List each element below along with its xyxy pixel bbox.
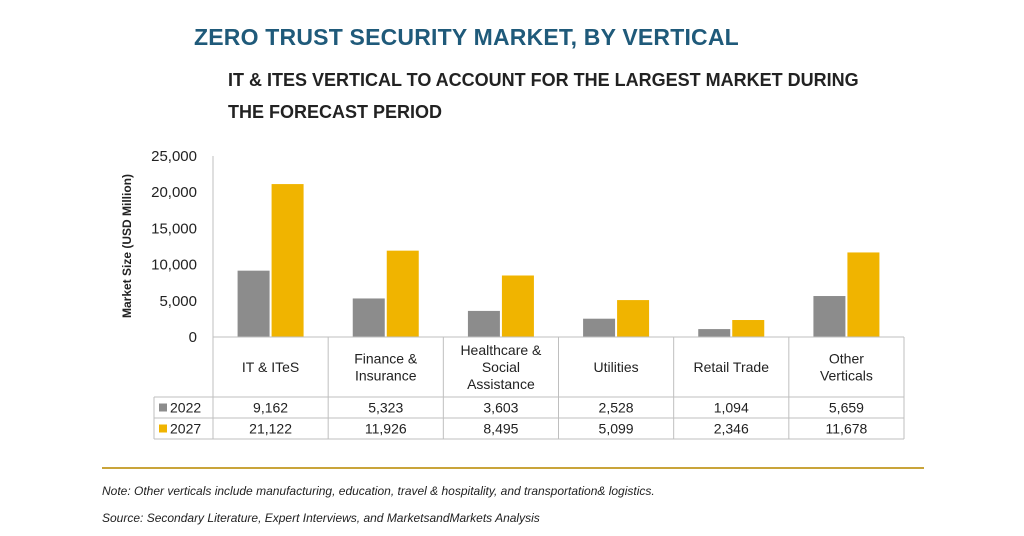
category-label: Healthcare & [460,342,542,358]
footnote: Note: Other verticals include manufactur… [102,484,655,498]
data-cell-2027: 11,926 [365,421,407,437]
bar-2022 [467,310,500,337]
y-tick-label: 15,000 [151,220,197,237]
source-note: Source: Secondary Literature, Expert Int… [102,511,540,525]
data-cell-2027: 8,495 [483,421,518,437]
chart-subtitle: IT & ITES VERTICAL TO ACCOUNT FOR THE LA… [228,70,859,122]
y-tick-label: 0 [189,329,197,346]
bar-2022 [352,298,385,337]
category-label: Social [482,359,520,375]
category-label: Utilities [594,359,639,375]
data-cell-2022: 3,603 [483,400,518,416]
data-cell-2022: 1,094 [714,400,749,416]
bar-2022 [583,318,616,337]
bar-2027 [386,250,419,337]
data-cell-2027: 2,346 [714,421,749,437]
bar-2027 [732,320,765,337]
legend-label-2022: 2022 [170,400,201,416]
legend-swatch-2022 [159,403,167,412]
category-label: Assistance [467,376,535,392]
category-label: IT & ITeS [242,359,299,375]
bar-2022 [813,296,846,337]
legend-label-2027: 2027 [170,421,201,437]
data-cell-2022: 2,528 [599,400,634,416]
y-tick-label: 10,000 [151,257,197,274]
category-label: Verticals [820,368,873,384]
y-axis-label: Market Size (USD Million) [120,174,134,318]
y-tick-label: 5,000 [159,293,197,310]
category-label: Other [829,351,864,367]
data-cell-2027: 11,678 [826,421,868,437]
data-cell-2027: 21,122 [249,421,292,437]
data-cell-2027: 5,099 [599,421,634,437]
y-tick-label: 20,000 [151,184,197,201]
bar-2027 [847,252,880,337]
bar-2027 [617,300,650,337]
category-label: Finance & [354,351,418,367]
bar-2027 [271,184,304,337]
data-cell-2022: 5,659 [829,400,864,416]
data-cell-2022: 5,323 [368,400,403,416]
category-label: Insurance [355,368,417,384]
bar-2027 [501,275,534,337]
divider [102,467,924,469]
data-cell-2022: 9,162 [253,400,288,416]
legend-swatch-2027 [159,424,167,433]
y-tick-label: 25,000 [151,148,197,165]
bar-2022 [698,329,731,337]
category-label: Retail Trade [694,359,770,375]
bar-2022 [237,270,270,337]
chart-title: ZERO TRUST SECURITY MARKET, BY VERTICAL [194,24,739,50]
